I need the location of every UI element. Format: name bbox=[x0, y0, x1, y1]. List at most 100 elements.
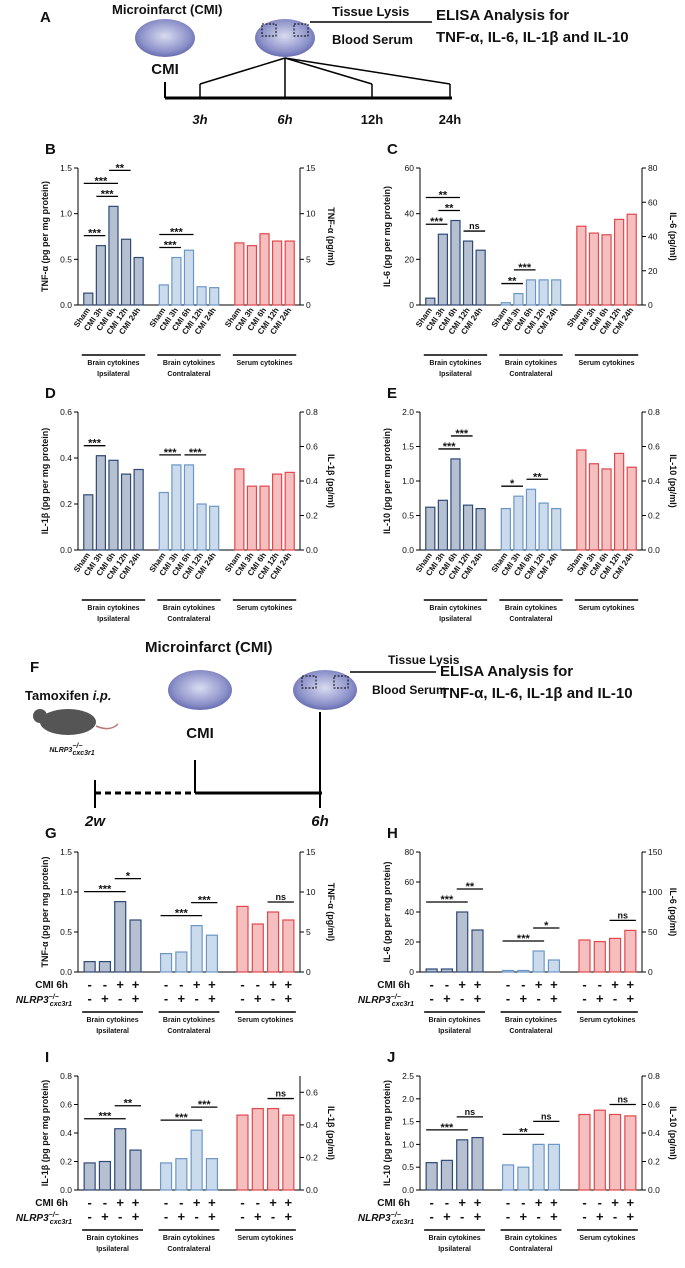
row-mark: - bbox=[164, 1195, 168, 1210]
group-label: Brain cytokines bbox=[429, 605, 481, 612]
row-mark: - bbox=[240, 977, 244, 992]
timepoint: 2w bbox=[84, 813, 106, 830]
bar bbox=[246, 485, 258, 551]
bar bbox=[98, 960, 112, 973]
row-mark: - bbox=[103, 1195, 107, 1210]
significance-label: *** bbox=[430, 216, 444, 228]
tick-label: 0 bbox=[409, 967, 414, 977]
tick-label: 1.5 bbox=[402, 442, 414, 452]
tick-label: 1.5 bbox=[60, 847, 72, 857]
group-region: Contralateral bbox=[167, 371, 210, 378]
tick-label: 0.0 bbox=[648, 545, 660, 555]
bar bbox=[259, 485, 270, 551]
bar bbox=[282, 1114, 295, 1191]
row-label: NLRP3−/− cxc3r1 bbox=[16, 994, 72, 1008]
row-mark: - bbox=[256, 1195, 260, 1210]
row-label: CMI 6h bbox=[35, 1198, 68, 1209]
bar bbox=[501, 969, 515, 973]
bar bbox=[626, 213, 637, 306]
row-mark: - bbox=[521, 977, 525, 992]
row-mark: - bbox=[256, 977, 260, 992]
tick-label: 80 bbox=[648, 163, 658, 173]
bar bbox=[500, 302, 511, 306]
bar bbox=[95, 245, 107, 306]
chart: C 0 20 40 60 0 20 40 60 80 IL-6 (pg per mg protein… bbox=[382, 141, 678, 378]
significance-label: *** bbox=[164, 240, 178, 252]
y-axis-label: IL-10 (pg per mg protein) bbox=[382, 428, 392, 534]
lysis-label: Tissue Lysis bbox=[332, 4, 409, 19]
lysis-label: Tissue Lysis bbox=[388, 653, 460, 667]
tick-label: 0.4 bbox=[648, 476, 660, 486]
significance-label: *** bbox=[441, 1122, 455, 1134]
significance-label: *** bbox=[443, 441, 457, 453]
bar bbox=[547, 959, 561, 973]
tick-label: 0.5 bbox=[60, 254, 72, 264]
tick-label: 0.6 bbox=[648, 442, 660, 452]
bar bbox=[593, 940, 606, 973]
row-mark: - bbox=[103, 977, 107, 992]
tick-label: 0.5 bbox=[402, 511, 414, 521]
bar bbox=[425, 506, 436, 551]
significance-label: ** bbox=[519, 1126, 528, 1138]
bar bbox=[588, 463, 600, 551]
chart: H 0 20 40 60 80 0 50 100 150 IL-6 (pg per mg prote… bbox=[358, 825, 678, 1035]
row-mark: + bbox=[285, 977, 293, 992]
group-region: Ipsilateral bbox=[97, 616, 130, 623]
row-mark: - bbox=[506, 977, 510, 992]
tick-label: 0.0 bbox=[60, 1185, 72, 1195]
tick-label: 0 bbox=[306, 967, 311, 977]
y2-axis-label: IL-10 (pg/ml) bbox=[668, 454, 678, 508]
serum-label: Blood Serum bbox=[372, 683, 447, 697]
group-label: Serum cytokines bbox=[237, 360, 293, 367]
significance-label: ns bbox=[469, 221, 480, 231]
significance-label: ** bbox=[124, 1098, 133, 1110]
bar bbox=[236, 905, 249, 973]
significance-label: ** bbox=[439, 190, 448, 202]
row-mark: - bbox=[164, 977, 168, 992]
tick-label: 0.8 bbox=[60, 1071, 72, 1081]
bar bbox=[471, 1136, 484, 1191]
significance-label: ** bbox=[533, 471, 542, 483]
row-mark: + bbox=[627, 991, 635, 1006]
group-region: Contralateral bbox=[509, 1246, 552, 1253]
tick-label: 0.4 bbox=[648, 1128, 660, 1138]
genotype-label: NLRP3−/− cxc3r1 bbox=[49, 743, 94, 757]
row-mark: + bbox=[132, 1209, 140, 1224]
y2-axis-label: IL-10 (pg/ml) bbox=[668, 1106, 678, 1160]
tick-label: 0.8 bbox=[648, 1071, 660, 1081]
row-mark: - bbox=[506, 991, 510, 1006]
tick-label: 0.6 bbox=[306, 442, 318, 452]
row-label: NLRP3−/− cxc3r1 bbox=[358, 1212, 414, 1226]
group-label: Brain cytokines bbox=[87, 1017, 139, 1024]
panel-a: A Microinfarct (CMI) CMI Tissue Lysis Bl… bbox=[40, 2, 629, 127]
row-mark: - bbox=[87, 977, 91, 992]
bar bbox=[120, 238, 132, 306]
row-mark: - bbox=[536, 1209, 540, 1224]
group-label: Brain cytokines bbox=[429, 360, 481, 367]
group-region: Ipsilateral bbox=[97, 371, 130, 378]
tick-label: 1.5 bbox=[402, 1117, 414, 1127]
row-mark: - bbox=[118, 1209, 122, 1224]
row-mark: + bbox=[443, 1209, 451, 1224]
y2-axis-label: IL-6 (pg/ml) bbox=[668, 212, 678, 261]
panel-letter: H bbox=[387, 825, 398, 842]
bar bbox=[456, 1139, 469, 1191]
y2-axis-label: IL-1β (pg/ml) bbox=[326, 1106, 336, 1160]
group-region: Contralateral bbox=[167, 616, 210, 623]
bar bbox=[475, 508, 486, 551]
bar bbox=[282, 919, 295, 973]
genotype: NLRP3 bbox=[16, 995, 49, 1006]
row-mark: - bbox=[598, 977, 602, 992]
bar bbox=[159, 952, 173, 973]
bar bbox=[525, 279, 537, 306]
row-mark: - bbox=[460, 991, 464, 1006]
significance-label: *** bbox=[99, 884, 113, 896]
row-mark: + bbox=[132, 977, 140, 992]
row-mark: - bbox=[271, 991, 275, 1006]
bar bbox=[83, 1162, 96, 1191]
group-label: Brain cytokines bbox=[87, 360, 139, 367]
bar bbox=[95, 455, 107, 551]
significance-label: * bbox=[510, 478, 515, 490]
tick-label: 0.4 bbox=[306, 1120, 318, 1130]
